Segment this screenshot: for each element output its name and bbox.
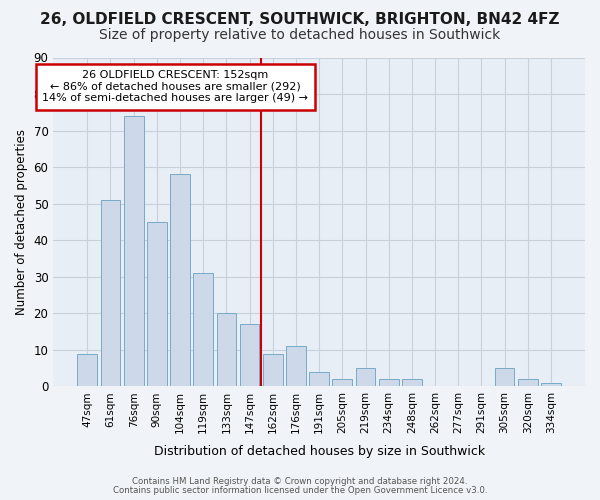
Y-axis label: Number of detached properties: Number of detached properties	[15, 129, 28, 315]
Bar	[286, 346, 306, 387]
Bar	[240, 324, 259, 386]
Bar	[193, 273, 213, 386]
Text: Contains HM Land Registry data © Crown copyright and database right 2024.: Contains HM Land Registry data © Crown c…	[132, 477, 468, 486]
Bar	[147, 222, 167, 386]
Bar	[379, 379, 398, 386]
Bar	[217, 314, 236, 386]
Bar	[541, 382, 561, 386]
Text: 26, OLDFIELD CRESCENT, SOUTHWICK, BRIGHTON, BN42 4FZ: 26, OLDFIELD CRESCENT, SOUTHWICK, BRIGHT…	[40, 12, 560, 28]
Text: 26 OLDFIELD CRESCENT: 152sqm
← 86% of detached houses are smaller (292)
14% of s: 26 OLDFIELD CRESCENT: 152sqm ← 86% of de…	[43, 70, 308, 104]
Bar	[495, 368, 514, 386]
Bar	[518, 379, 538, 386]
X-axis label: Distribution of detached houses by size in Southwick: Distribution of detached houses by size …	[154, 444, 485, 458]
Bar	[77, 354, 97, 386]
Bar	[263, 354, 283, 386]
Bar	[309, 372, 329, 386]
Text: Contains public sector information licensed under the Open Government Licence v3: Contains public sector information licen…	[113, 486, 487, 495]
Text: Size of property relative to detached houses in Southwick: Size of property relative to detached ho…	[100, 28, 500, 42]
Bar	[402, 379, 422, 386]
Bar	[170, 174, 190, 386]
Bar	[332, 379, 352, 386]
Bar	[101, 200, 121, 386]
Bar	[356, 368, 376, 386]
Bar	[124, 116, 143, 386]
